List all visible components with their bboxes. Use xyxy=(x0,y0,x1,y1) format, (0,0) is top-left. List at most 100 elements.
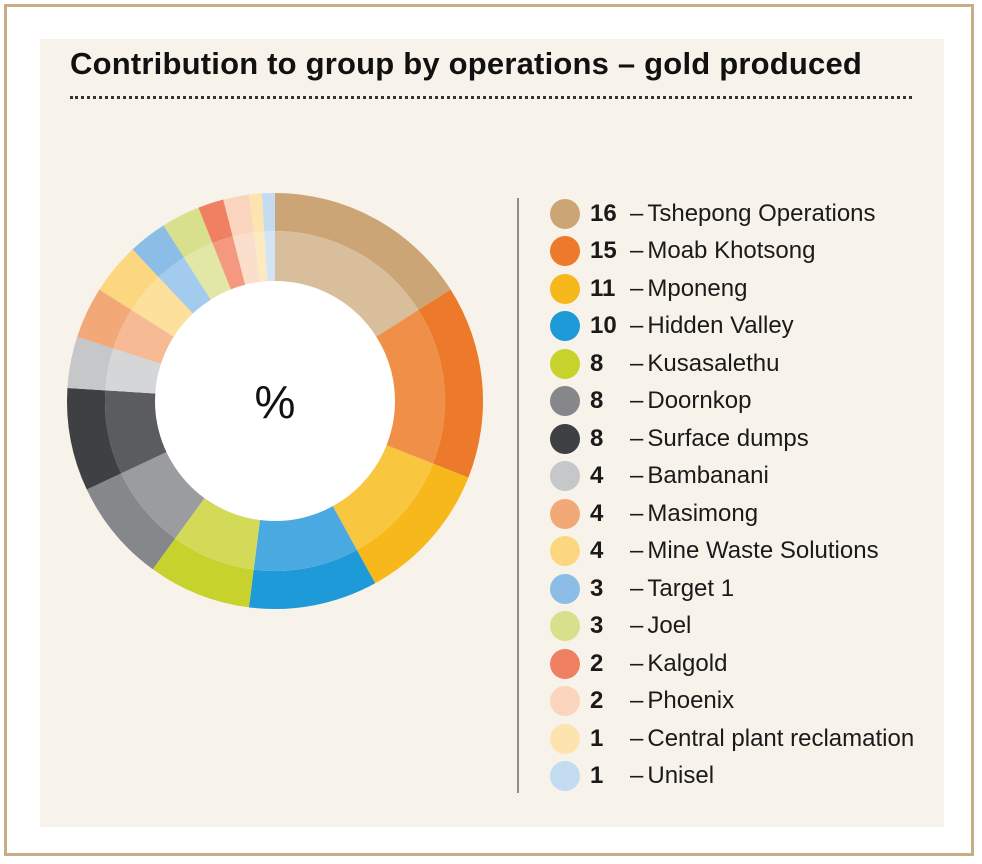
slice-inner-hidden-valley xyxy=(253,504,357,571)
slice-inner-surface-dumps xyxy=(104,390,169,474)
legend-dash: – xyxy=(630,199,644,227)
legend-value: 3 xyxy=(590,574,604,602)
legend-value: 3 xyxy=(590,612,604,640)
legend-divider xyxy=(517,198,519,793)
legend: 16– Tshepong Operations 15– Moab Khotsong… xyxy=(550,195,914,795)
legend-label: Mponeng xyxy=(647,274,748,302)
slice-inner-bambanani xyxy=(105,348,163,394)
legend-dash: – xyxy=(630,612,644,640)
legend-swatch xyxy=(550,386,580,417)
legend-dash: – xyxy=(630,274,644,302)
legend-dash: – xyxy=(630,537,644,565)
slice-outer-hidden-valley xyxy=(248,549,376,609)
slice-outer-unisel xyxy=(261,193,275,232)
slice-inner-joel xyxy=(183,242,232,302)
legend-value: 8 xyxy=(590,424,604,452)
legend-item-kalgold: 2– Kalgold xyxy=(550,645,914,683)
legend-label: Target 1 xyxy=(647,574,735,602)
legend-label: Unisel xyxy=(647,762,715,790)
slice-inner-mponeng xyxy=(331,444,434,550)
legend-value: 4 xyxy=(590,462,604,490)
legend-dash: – xyxy=(630,649,644,677)
legend-item-masimong: 4– Masimong xyxy=(550,495,914,533)
legend-value: 4 xyxy=(590,537,604,565)
legend-swatch xyxy=(550,686,580,717)
legend-dash: – xyxy=(630,687,644,715)
legend-value: 2 xyxy=(590,649,604,677)
legend-swatch xyxy=(550,311,580,342)
slice-outer-surface-dumps xyxy=(66,387,122,490)
legend-value: 4 xyxy=(590,499,604,527)
legend-item-tshepong-operations: 16– Tshepong Operations xyxy=(550,195,914,233)
slice-outer-joel xyxy=(163,207,213,258)
slice-outer-masimong xyxy=(77,289,132,349)
legend-label: Hidden Valley xyxy=(647,312,794,340)
legend-item-phoenix: 2– Phoenix xyxy=(550,683,914,721)
legend-swatch xyxy=(550,536,580,567)
legend-item-moab-khotsong: 15– Moab Khotsong xyxy=(550,233,914,271)
legend-label: Surface dumps xyxy=(647,424,809,452)
legend-label: Masimong xyxy=(647,499,759,527)
legend-label: Mine Waste Solutions xyxy=(647,537,879,565)
legend-label: Tshepong Operations xyxy=(647,199,876,227)
slice-outer-central-plant-reclamation xyxy=(248,193,265,233)
legend-swatch xyxy=(550,573,580,604)
slice-outer-mine-waste-solutions xyxy=(99,249,159,310)
slice-inner-tshepong-operations xyxy=(275,231,419,338)
legend-value: 11 xyxy=(590,274,616,302)
legend-dash: – xyxy=(630,724,644,752)
legend-dash: – xyxy=(630,349,644,377)
legend-label: Doornkop xyxy=(647,387,752,415)
legend-label: Moab Khotsong xyxy=(647,237,816,265)
slice-outer-kusasalethu xyxy=(152,538,254,608)
legend-swatch xyxy=(550,198,580,229)
slice-inner-phoenix xyxy=(232,232,261,287)
legend-value: 1 xyxy=(590,762,604,790)
legend-label: Kusasalethu xyxy=(647,349,780,377)
legend-swatch xyxy=(550,498,580,529)
legend-label: Phoenix xyxy=(647,687,735,715)
legend-item-joel: 3– Joel xyxy=(550,608,914,646)
slice-outer-moab-khotsong xyxy=(418,289,484,478)
legend-value: 1 xyxy=(590,724,604,752)
slice-outer-target-1 xyxy=(132,225,184,278)
slice-outer-kalgold xyxy=(198,199,233,243)
legend-item-hidden-valley: 10– Hidden Valley xyxy=(550,308,914,346)
slice-inner-mine-waste-solutions xyxy=(131,277,195,338)
legend-item-central-plant-reclamation: 1– Central plant reclamation xyxy=(550,720,914,758)
donut-chart: % xyxy=(66,193,484,609)
legend-dash: – xyxy=(630,462,644,490)
legend-dash: – xyxy=(630,312,644,340)
legend-label: Kalgold xyxy=(647,649,728,677)
legend-swatch xyxy=(550,761,580,792)
slice-inner-unisel xyxy=(264,231,275,284)
legend-label: Bambanani xyxy=(647,462,769,490)
outer-ring xyxy=(66,193,484,609)
center-label: % xyxy=(255,376,296,428)
legend-swatch xyxy=(550,723,580,754)
legend-swatch xyxy=(550,236,580,267)
slice-inner-doornkop xyxy=(121,451,206,539)
slice-inner-central-plant-reclamation xyxy=(253,231,268,284)
legend-item-doornkop: 8– Doornkop xyxy=(550,383,914,421)
legend-value: 8 xyxy=(590,349,604,377)
legend-dash: – xyxy=(630,387,644,415)
legend-value: 10 xyxy=(590,312,617,340)
slice-inner-masimong xyxy=(113,309,176,365)
legend-item-target-1: 3– Target 1 xyxy=(550,570,914,608)
legend-swatch xyxy=(550,423,580,454)
slice-outer-mponeng xyxy=(356,463,469,584)
legend-swatch xyxy=(550,611,580,642)
legend-swatch xyxy=(550,273,580,304)
legend-dash: – xyxy=(630,424,644,452)
legend-label: Central plant reclamation xyxy=(647,724,915,752)
slice-outer-bambanani xyxy=(67,336,114,391)
legend-item-unisel: 1– Unisel xyxy=(550,758,914,796)
legend-value: 2 xyxy=(590,687,604,715)
legend-value: 16 xyxy=(590,199,617,227)
legend-dash: – xyxy=(630,237,644,265)
legend-item-surface-dumps: 8– Surface dumps xyxy=(550,420,914,458)
legend-swatch xyxy=(550,461,580,492)
donut-hole xyxy=(155,281,395,521)
legend-dash: – xyxy=(630,499,644,527)
